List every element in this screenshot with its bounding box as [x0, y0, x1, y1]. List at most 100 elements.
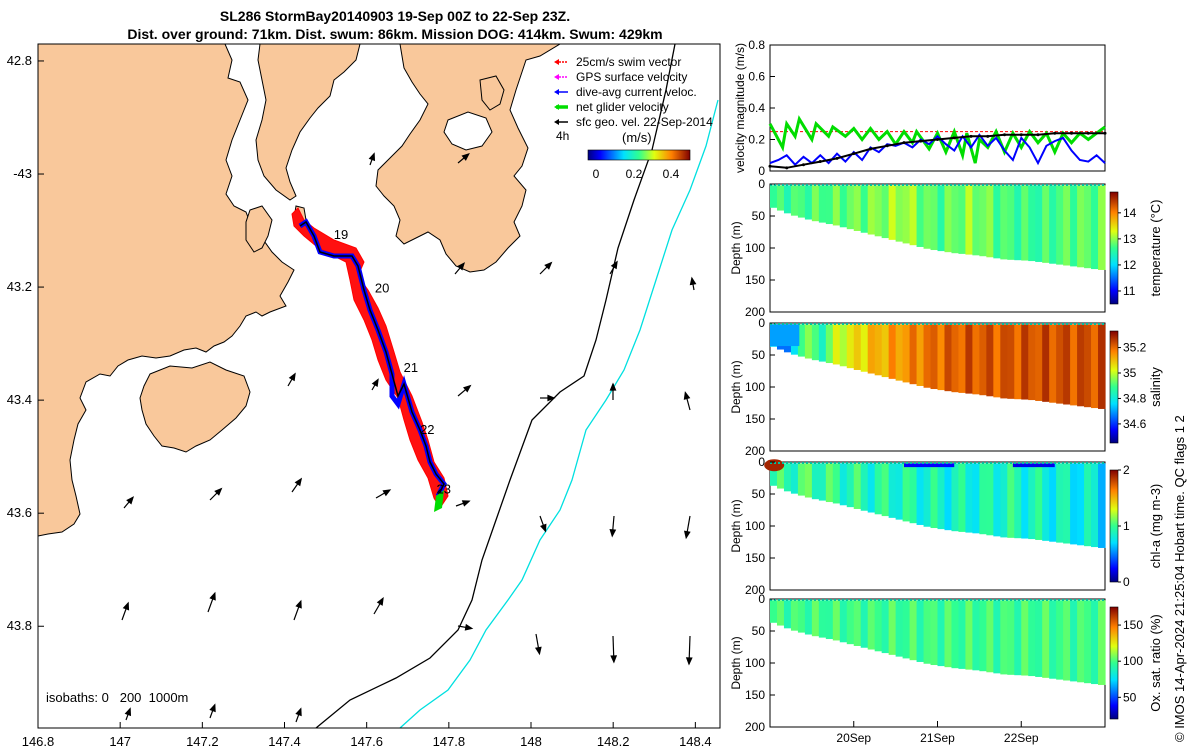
temperature-cell: [937, 185, 946, 252]
figure-title-line1: SL286 StormBay20140903 19-Sep 00Z to 22-…: [219, 8, 571, 24]
chl-a-cell: [944, 463, 953, 531]
lat-tick-label: 43.2: [7, 279, 32, 294]
chl-a-cell: [818, 463, 827, 501]
temperature-cell: [902, 185, 911, 244]
oxygen-cell: [923, 600, 932, 664]
velocity-point: [936, 138, 939, 141]
temperature-cell: [909, 185, 918, 246]
velocity-arrowhead: [610, 260, 618, 270]
salinity-cell: [867, 324, 876, 374]
temperature-cell: [832, 185, 841, 226]
temperature-cell: [951, 185, 960, 254]
isobaths-label: isobaths: 0 200 1000m: [46, 690, 188, 705]
salinity-ytick-label: 100: [745, 380, 765, 394]
oxygen-cell: [790, 600, 799, 631]
oxygen-cell: [874, 600, 883, 652]
isobath-1000m: [399, 99, 719, 728]
velocity-point: [869, 147, 872, 151]
salinity-cell: [804, 324, 813, 359]
velocity-arrowhead: [295, 599, 302, 609]
chl-a-cell: [1028, 463, 1036, 540]
temperature-cell: [804, 185, 813, 220]
map-frame: [37, 43, 721, 729]
chl-a-cell: [937, 463, 946, 530]
temperature-cell: [1007, 185, 1015, 260]
chl-a-ytick-label: 0: [758, 455, 765, 469]
velocity-arrowhead: [534, 646, 542, 656]
land-maria-bay-gap: [443, 111, 493, 151]
colorbar-tick-1: 0.2: [626, 167, 643, 181]
salinity-cell: [909, 324, 918, 385]
temperature-cell: [853, 185, 862, 231]
salinity-cell: [874, 324, 883, 376]
chl-a-cell: [993, 463, 1001, 537]
lat-tick-label: 43.4: [7, 392, 32, 407]
chla-low-patch: [1012, 463, 1055, 468]
salinity-ytick-label: 150: [745, 412, 765, 426]
velocity-arrowhead: [124, 707, 132, 717]
colorbar-tick-0: 0: [593, 167, 600, 181]
legend-arrowhead: [554, 59, 559, 65]
glider-track: [291, 207, 449, 512]
salinity-cell: [965, 324, 973, 394]
chl-a-colorbar-title: chl-a (mg m-3): [1148, 484, 1163, 569]
temperature-cell: [776, 185, 785, 211]
legend-arrowhead: [554, 104, 559, 110]
chl-a-cell: [1063, 463, 1071, 544]
chl-a-panel: 0 50 100 150 200 Depth (m) 0 1 2 chl-a (mg m-3): [729, 455, 1163, 597]
temperature-cell: [1098, 185, 1106, 270]
salinity-colorbar-label: 34.6: [1123, 417, 1147, 431]
salinity-colorbar-label: 34.8: [1123, 391, 1147, 405]
map-panel: 19 20 21 22 23 42.8 -43 43.2 43.4 43.6 43.8 146.8…: [7, 43, 721, 749]
oxygen-cell: [881, 600, 890, 654]
oxygen-cell: [979, 600, 987, 672]
oxygen-cell: [930, 600, 939, 666]
day-labels: 19 20 21 22 23: [334, 227, 451, 496]
chl-a-cell: [1091, 463, 1099, 548]
salinity-colorbar-title: salinity: [1148, 367, 1163, 407]
velocity-plot-area: [769, 44, 1106, 172]
chl-a-cell: [1000, 463, 1008, 538]
chl-a-cell: [860, 463, 869, 511]
temperature-cell: [790, 185, 799, 216]
salinity-cell: [930, 324, 939, 390]
oxygen-cell: [804, 600, 813, 635]
temperature-cell: [1063, 185, 1071, 266]
chl-a-cell: [909, 463, 918, 524]
salinity-cell: [979, 324, 987, 396]
oxygen-cell: [853, 600, 862, 646]
day-label: 21: [404, 360, 418, 375]
velocity-arrowhead: [609, 382, 617, 391]
salinity-cell: [1021, 324, 1029, 400]
chl-a-cell: [895, 463, 904, 520]
chl-a-ylabel: Depth (m): [729, 499, 743, 552]
temperature-cell: [881, 185, 890, 239]
figure-title-line2: Dist. over ground: 71km. Dist. swum: 86k…: [127, 26, 663, 42]
oxygen-colorbar-title: Ox. sat. ratio (%): [1148, 614, 1163, 712]
salinity-cell: [797, 324, 806, 357]
oxygen-ylabel: Depth (m): [729, 636, 743, 689]
oxygen-ytick-label: 0: [758, 592, 765, 606]
land-mainland: [38, 44, 295, 537]
temperature-cell: [1014, 185, 1022, 261]
velocity-arrowhead: [122, 601, 130, 611]
chl-a-cell: [811, 463, 820, 500]
chl-a-cell: [797, 463, 806, 496]
oxygen-cell: [839, 600, 848, 643]
salinity-cell: [1098, 324, 1106, 409]
oxygen-cell: [797, 600, 806, 633]
oxygen-cell: [951, 600, 960, 669]
temperature-cell: [965, 185, 973, 255]
salinity-cell: [811, 324, 820, 361]
chl-a-colorbar-label: 2: [1123, 463, 1130, 477]
temperature-ytick-label: 200: [745, 305, 765, 319]
temperature-cell: [972, 185, 980, 256]
temperature-colorbar: [1109, 191, 1119, 305]
velocity-arrowhead: [294, 477, 303, 487]
chl-a-cell: [825, 463, 834, 503]
salinity-cell: [1077, 324, 1085, 407]
chl-a-colorbar-label: 1: [1123, 519, 1130, 533]
oxygen-cell: [1063, 600, 1071, 681]
chl-a-cell: [1070, 463, 1078, 545]
